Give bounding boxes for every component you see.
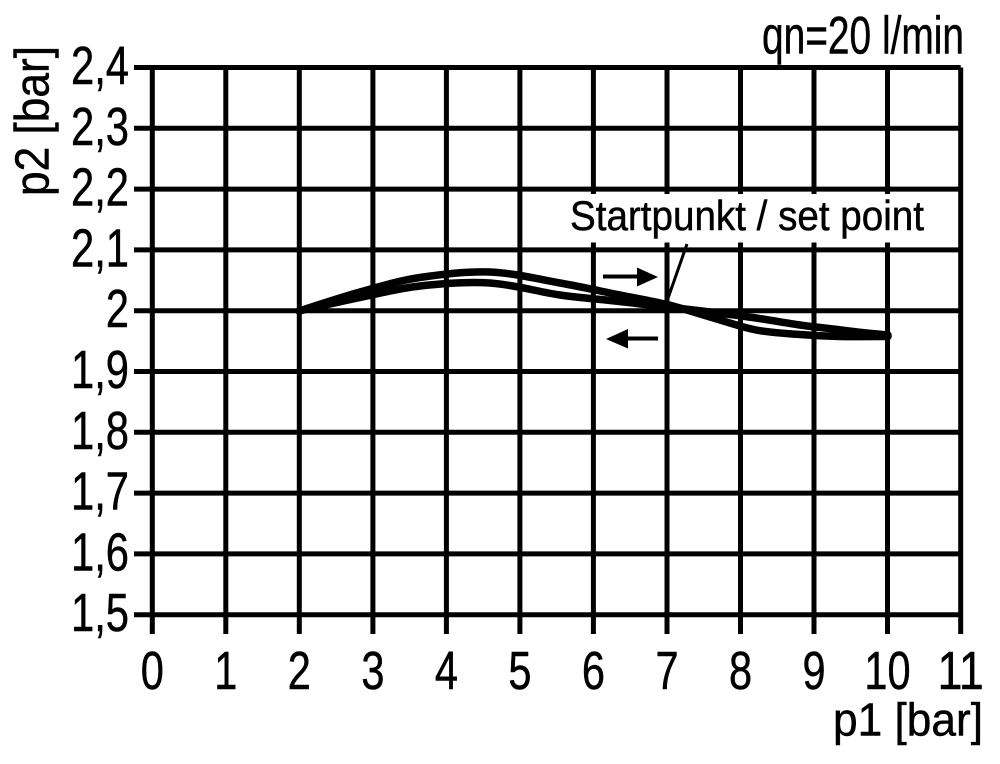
svg-text:9: 9: [802, 642, 825, 701]
svg-text:0: 0: [141, 642, 164, 701]
svg-text:1,6: 1,6: [71, 523, 129, 582]
svg-text:1,7: 1,7: [71, 463, 129, 522]
svg-text:2,1: 2,1: [71, 219, 129, 278]
svg-text:7: 7: [655, 642, 678, 701]
svg-text:1,9: 1,9: [71, 341, 129, 400]
svg-text:p1 [bar]: p1 [bar]: [833, 694, 983, 746]
svg-text:2,4: 2,4: [71, 37, 129, 96]
svg-text:2,3: 2,3: [71, 98, 129, 157]
svg-text:1,5: 1,5: [71, 584, 129, 643]
svg-text:2: 2: [288, 642, 311, 701]
svg-text:4: 4: [435, 642, 458, 701]
svg-text:3: 3: [361, 642, 384, 701]
svg-text:qn=20 l/min: qn=20 l/min: [762, 7, 964, 66]
svg-text:Startpunkt / set point: Startpunkt / set point: [570, 192, 924, 239]
svg-text:p2 [bar]: p2 [bar]: [6, 46, 60, 196]
svg-text:10: 10: [864, 642, 910, 701]
svg-text:11: 11: [938, 642, 984, 701]
svg-text:5: 5: [508, 642, 531, 701]
svg-text:8: 8: [729, 642, 752, 701]
svg-text:2,2: 2,2: [71, 159, 129, 218]
svg-text:6: 6: [582, 642, 605, 701]
svg-text:1: 1: [214, 642, 237, 701]
svg-text:1,8: 1,8: [71, 402, 129, 461]
svg-text:2: 2: [106, 280, 129, 339]
